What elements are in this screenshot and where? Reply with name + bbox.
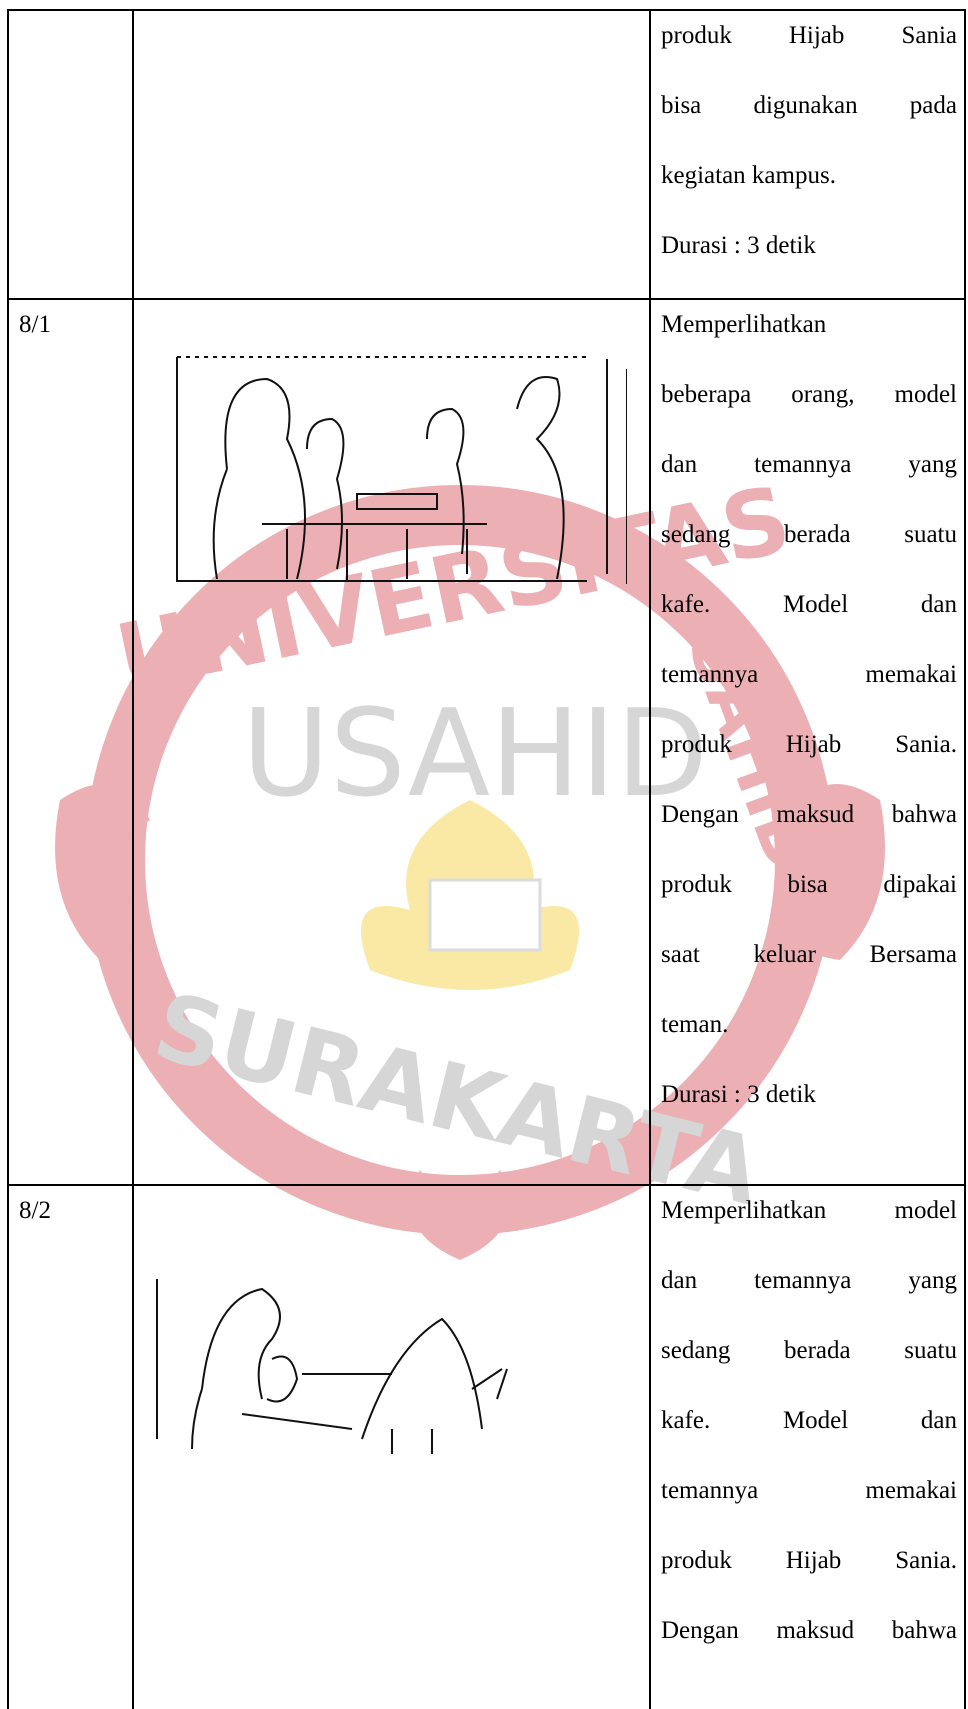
- scene-number: 8/2: [19, 1197, 51, 1224]
- description-line: temannya memakai: [661, 661, 957, 688]
- description-line: Dengan maksud bahwa: [661, 1617, 957, 1644]
- description: Memperlihatkan model dan temannya yang sed…: [661, 1176, 957, 1666]
- description-line: Memperlihatkan: [661, 311, 827, 338]
- description-line: produk Hijab Sania.: [661, 1547, 957, 1574]
- description-line: teman.: [661, 1011, 729, 1038]
- sketch-cafe-two: [156, 1279, 508, 1454]
- scene-number: 8/1: [19, 311, 51, 338]
- storyboard-table: produk Hijab Sania bisa digunakan pada keg…: [7, 9, 966, 1709]
- duration: Durasi : 3 detik: [661, 1081, 816, 1108]
- ornament-right: [790, 784, 885, 960]
- column-border: [132, 9, 134, 1709]
- sketch-cafe-group: [176, 356, 627, 584]
- description-line: produk Hijab Sania: [661, 22, 957, 49]
- description-line: sedang berada suatu: [661, 1337, 957, 1364]
- description-line: Dengan maksud bahwa: [661, 801, 957, 828]
- description: produk Hijab Sania bisa digunakan pada keg…: [661, 1, 957, 281]
- row-border: [7, 9, 966, 11]
- description-line: produk Hijab Sania.: [661, 731, 957, 758]
- description-line: beberapa orang, model: [661, 381, 957, 408]
- description-line: dan temannya yang: [661, 451, 957, 478]
- ornament-left: [55, 784, 150, 960]
- description-line: saat keluar Bersama: [661, 941, 957, 968]
- description-line: dan temannya yang: [661, 1267, 957, 1294]
- description-line: sedang berada suatu: [661, 521, 957, 548]
- description: Memperlihatkan beberapa orang, model dan t…: [661, 290, 957, 1130]
- duration: Durasi : 3 detik: [661, 232, 816, 259]
- flame-emblem: [361, 800, 579, 990]
- description-line: kafe. Model dan: [661, 1407, 957, 1434]
- watermark-center-text: USAHID: [242, 685, 708, 824]
- column-border: [7, 9, 9, 1709]
- description-line: kegiatan kampus.: [661, 162, 836, 189]
- watermark-ring: [85, 485, 835, 1235]
- description-line: bisa digunakan pada: [661, 92, 957, 119]
- ornament-bottom: [411, 1170, 509, 1260]
- column-border: [964, 9, 966, 1709]
- column-border: [649, 9, 651, 1709]
- description-line: temannya memakai: [661, 1477, 957, 1504]
- book-emblem: [428, 878, 542, 952]
- description-line: kafe. Model dan: [661, 591, 957, 618]
- description-line: produk bisa dipakai: [661, 871, 957, 898]
- description-line: Memperlihatkan model: [661, 1197, 957, 1224]
- row-border: [7, 1184, 966, 1186]
- row-border: [7, 298, 966, 300]
